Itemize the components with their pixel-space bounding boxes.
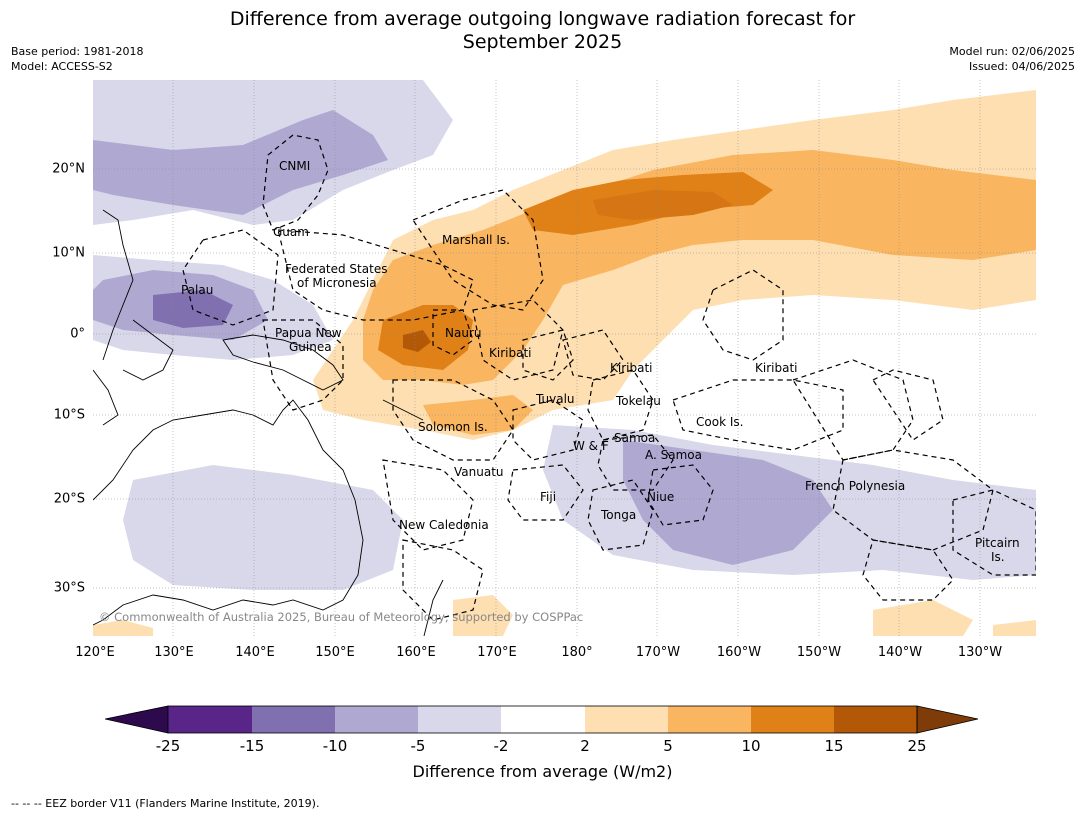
copyright-notice: © Commonwealth of Australia 2025, Bureau…	[99, 610, 583, 624]
label-marshall: Marshall Is.	[442, 233, 510, 247]
title-line-2: September 2025	[462, 31, 623, 53]
label-kiribati-2: Kiribati	[610, 361, 652, 375]
x-tick: 140°W	[877, 645, 923, 660]
label-asamoa: A. Samoa	[645, 448, 702, 462]
colorbar-outline	[167, 705, 918, 734]
x-tick: 180°	[561, 645, 593, 660]
colorbar-segment	[335, 706, 418, 733]
x-tick: 160°W	[716, 645, 762, 660]
label-french-polynesia: French Polynesia	[805, 479, 905, 493]
y-tick: 30°S	[53, 580, 85, 596]
base-period-info: Base period: 1981-2018 Model: ACCESS-S2	[11, 44, 143, 74]
label-kiribati-1: Kiribati	[489, 346, 531, 360]
y-tick: 10°N	[52, 245, 85, 261]
label-niue: Niue	[647, 490, 674, 504]
colorbar-label: 10	[741, 737, 761, 755]
colorbar-left-extension	[105, 705, 169, 734]
label-samoa: Samoa	[614, 431, 655, 445]
issued-date: Issued: 04/06/2025	[968, 60, 1075, 73]
label-wf: W & F	[573, 439, 609, 453]
label-kiribati-3: Kiribati	[755, 361, 797, 375]
positive-anomaly-regions	[93, 90, 1036, 636]
label-new-caledonia: New Caledonia	[399, 518, 489, 532]
y-tick: 20°S	[53, 491, 85, 507]
y-tick: 0°	[70, 326, 85, 342]
label-vanuatu: Vanuatu	[454, 465, 504, 479]
eez-borders	[182, 134, 1036, 621]
x-tick: 130°E	[154, 645, 194, 660]
label-guam: Guam	[273, 225, 309, 239]
y-tick: 10°S	[53, 407, 85, 423]
label-fiji: Fiji	[540, 490, 556, 504]
negative-anomaly-regions	[93, 80, 1036, 590]
model-name: Model: ACCESS-S2	[11, 60, 113, 73]
label-nauru: Nauru	[445, 326, 481, 340]
colorbar-segment	[751, 706, 834, 733]
colorbar-label: 2	[580, 737, 590, 755]
title-line-1: Difference from average outgoing longwav…	[229, 8, 856, 30]
x-tick: 130°W	[957, 645, 1003, 660]
label-png-1: Papua New	[275, 326, 342, 340]
label-palau: Palau	[181, 283, 213, 297]
label-png-2: Guinea	[289, 340, 332, 354]
label-pitcairn-1: Pitcairn	[975, 536, 1020, 550]
label-solomon: Solomon Is.	[418, 420, 488, 434]
x-tick: 170°E	[477, 645, 517, 660]
label-tuvalu: Tuvalu	[535, 392, 575, 406]
colorbar-title: Difference from average (W/m2)	[412, 762, 673, 781]
x-tick: 150°E	[315, 645, 355, 660]
forecast-map: CNMI Guam Marshall Is. Federated States …	[93, 80, 1036, 636]
label-fsm-1: Federated States	[285, 262, 387, 276]
colorbar-segment	[668, 706, 751, 733]
colorbar-label: -10	[322, 737, 348, 755]
colorbar-segment	[501, 706, 585, 733]
colorbar-label: -15	[239, 737, 265, 755]
label-pitcairn-2: Is.	[991, 550, 1005, 564]
x-tick: 160°E	[396, 645, 436, 660]
model-run: Model run: 02/06/2025	[949, 45, 1075, 58]
run-info: Model run: 02/06/2025 Issued: 04/06/2025	[949, 44, 1075, 74]
x-tick: 140°E	[235, 645, 275, 660]
label-fsm-2: of Micronesia	[297, 276, 377, 290]
colorbar-segment	[418, 706, 501, 733]
eez-legend-note: -- -- -- EEZ border V11 (Flanders Marine…	[11, 797, 320, 810]
colorbar-label: -25	[155, 737, 181, 755]
label-cnmi: CNMI	[279, 159, 310, 173]
label-cook: Cook Is.	[696, 415, 743, 429]
colorbar-segment	[585, 706, 668, 733]
colorbar-segment	[252, 706, 335, 733]
chart-title: Difference from average outgoing longwav…	[0, 8, 1085, 54]
base-period: Base period: 1981-2018	[11, 45, 144, 58]
coastlines	[93, 209, 444, 636]
colorbar-segment	[834, 706, 917, 733]
label-tokelau: Tokelau	[615, 394, 661, 408]
colorbar-segment	[168, 706, 252, 733]
colorbar-label: -2	[493, 737, 509, 755]
colorbar-label: 15	[824, 737, 844, 755]
label-tonga: Tonga	[600, 508, 636, 522]
colorbar-label: -5	[410, 737, 426, 755]
colorbar	[105, 705, 979, 734]
y-tick: 20°N	[52, 161, 85, 177]
x-tick: 150°W	[796, 645, 842, 660]
x-tick: 170°W	[635, 645, 681, 660]
colorbar-label: 5	[663, 737, 673, 755]
colorbar-label: 25	[907, 737, 927, 755]
colorbar-right-extension	[916, 705, 979, 734]
x-tick: 120°E	[75, 645, 115, 660]
